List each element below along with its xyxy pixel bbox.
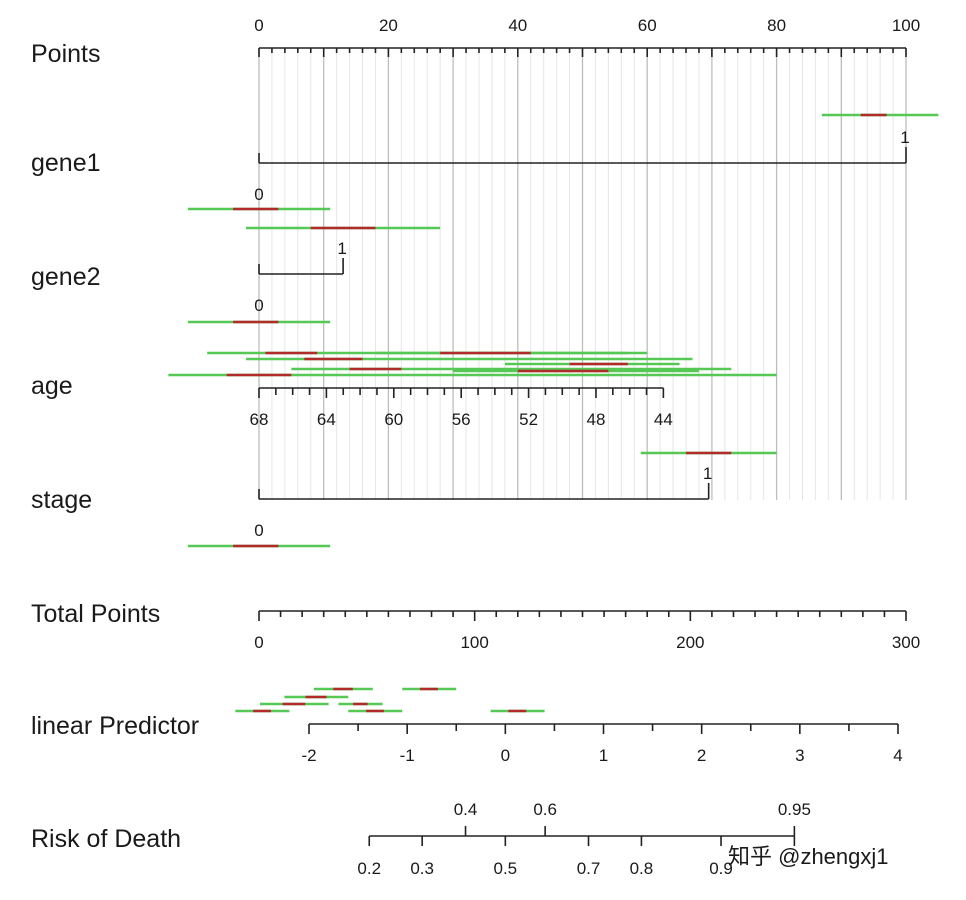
stage-level-label: 0 [254,521,263,540]
points-tick-label: 80 [767,16,786,35]
row-label-points: Points [31,40,100,68]
row-label-risk-of-death: Risk of Death [31,825,181,853]
linear-predictor-tick-label: 2 [697,746,706,765]
age-tick-label: 44 [654,410,673,429]
linear-predictor-tick-label: -1 [400,746,415,765]
risk-tick-label: 0.4 [454,800,478,819]
row-label-linear-predictor: linear Predictor [31,712,199,740]
gene1-level-label: 1 [900,128,909,147]
risk-tick-label: 0.95 [778,800,811,819]
linear-predictor-tick-label: 0 [501,746,510,765]
linear-predictor-tick-label: -2 [301,746,316,765]
linear-predictor-tick-label: 3 [795,746,804,765]
age-tick-label: 64 [317,410,336,429]
grid-lines [258,48,907,500]
linear-predictor-tick-label: 4 [893,746,902,765]
total-points-tick-label: 100 [460,633,488,652]
risk-tick-label: 0.6 [533,800,557,819]
points-tick-label: 0 [254,16,263,35]
row-label-gene1: gene1 [31,149,101,177]
age-tick-label: 68 [250,410,269,429]
total-points-tick-label: 0 [254,633,263,652]
watermark: 知乎 @zhengxj1 [728,844,889,869]
age-tick-label: 56 [452,410,471,429]
risk-tick-label: 0.5 [494,859,518,878]
gene2-level-label: 0 [254,296,263,315]
risk-tick-label: 0.7 [577,859,601,878]
age-tick-label: 52 [519,410,538,429]
row-label-gene2: gene2 [31,263,101,291]
risk-tick-label: 0.2 [357,859,381,878]
age-tick-label: 48 [587,410,606,429]
gene2-level-label: 1 [337,239,346,258]
points-tick-label: 20 [379,16,398,35]
confidence-bars [168,113,939,713]
points-tick-label: 40 [508,16,527,35]
points-tick-label: 100 [892,16,920,35]
total-points-tick-label: 200 [676,633,704,652]
total-points-tick-label: 300 [892,633,920,652]
risk-tick-label: 0.9 [709,859,733,878]
points-tick-label: 60 [638,16,657,35]
risk-tick-label: 0.8 [630,859,654,878]
age-tick-label: 60 [384,410,403,429]
stage-level-label: 1 [703,464,712,483]
row-label-stage: stage [31,486,92,514]
row-label-age: age [31,372,73,400]
gene1-level-label: 0 [254,185,263,204]
row-label-total-points: Total Points [31,600,160,628]
linear-predictor-tick-label: 1 [599,746,608,765]
risk-tick-label: 0.3 [410,859,434,878]
